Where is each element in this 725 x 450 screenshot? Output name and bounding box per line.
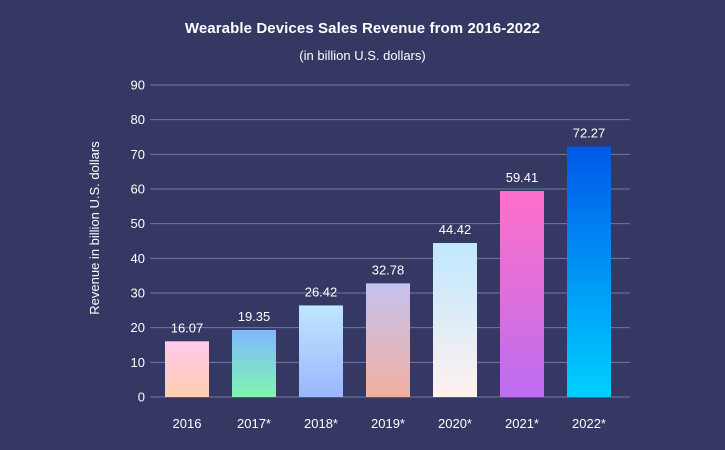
data-label: 16.07 bbox=[171, 320, 204, 335]
y-tick-label: 60 bbox=[131, 182, 145, 197]
x-tick-label: 2017* bbox=[237, 416, 271, 431]
y-tick-label: 70 bbox=[131, 147, 145, 162]
x-tick-label: 2019* bbox=[371, 416, 405, 431]
data-label: 59.41 bbox=[506, 170, 539, 185]
y-tick-label: 30 bbox=[131, 286, 145, 301]
data-label: 72.27 bbox=[573, 125, 606, 140]
y-tick-label: 50 bbox=[131, 216, 145, 231]
x-tick-label: 2018* bbox=[304, 416, 338, 431]
bar-2016 bbox=[165, 341, 209, 397]
y-tick-label: 90 bbox=[131, 78, 145, 93]
bar-2020 bbox=[433, 243, 477, 397]
y-tick-label: 40 bbox=[131, 251, 145, 266]
data-label: 19.35 bbox=[238, 309, 271, 324]
data-label: 44.42 bbox=[439, 222, 472, 237]
bar-2017 bbox=[232, 329, 276, 397]
bar-2022 bbox=[567, 146, 611, 397]
bar-2018 bbox=[299, 305, 343, 397]
chart-subtitle: (in billion U.S. dollars) bbox=[299, 48, 426, 63]
bar-2019 bbox=[366, 283, 410, 397]
x-tick-label: 2021* bbox=[505, 416, 539, 431]
y-axis-title: Revenue in billion U.S. dollars bbox=[87, 141, 102, 315]
y-tick-label: 0 bbox=[138, 390, 145, 405]
y-tick-label: 80 bbox=[131, 112, 145, 127]
x-tick-label: 2020* bbox=[438, 416, 472, 431]
x-tick-label: 2016 bbox=[173, 416, 202, 431]
y-tick-label: 20 bbox=[131, 320, 145, 335]
data-label: 32.78 bbox=[372, 262, 405, 277]
chart-title: Wearable Devices Sales Revenue from 2016… bbox=[184, 20, 541, 37]
x-tick-label: 2022* bbox=[572, 416, 606, 431]
data-label: 26.42 bbox=[305, 284, 338, 299]
bar-2021 bbox=[500, 191, 544, 397]
y-tick-label: 10 bbox=[131, 355, 145, 370]
